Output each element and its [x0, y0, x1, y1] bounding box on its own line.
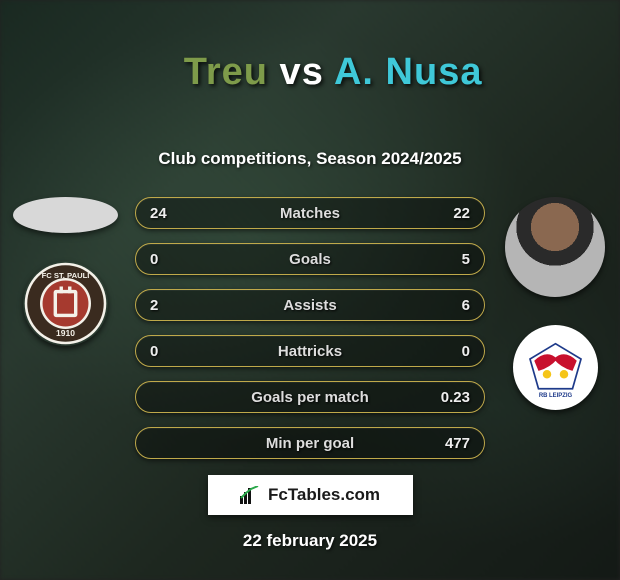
source-badge-text: FcTables.com — [268, 485, 380, 505]
stat-left-value: 0 — [150, 343, 184, 360]
stat-label: Min per goal — [184, 435, 436, 452]
svg-text:FC ST. PAULI: FC ST. PAULI — [41, 271, 89, 280]
svg-text:1910: 1910 — [56, 328, 75, 338]
stat-row: 2Assists6 — [135, 289, 485, 321]
left-side: FC ST. PAULI 1910 — [0, 197, 130, 346]
stat-row: 0Goals5 — [135, 243, 485, 275]
stat-right-value: 0.23 — [436, 389, 470, 406]
player-b-avatar — [505, 197, 605, 297]
stat-right-value: 477 — [436, 435, 470, 452]
stat-left-value: 24 — [150, 205, 184, 222]
player-b-name: A. Nusa — [334, 51, 482, 93]
svg-text:RB LEIPZIG: RB LEIPZIG — [538, 393, 572, 399]
comparison-body: FC ST. PAULI 1910 24Matches220Goals52Ass… — [0, 197, 620, 459]
stat-right-value: 22 — [436, 205, 470, 222]
stat-row: 24Matches22 — [135, 197, 485, 229]
stat-row: Min per goal477 — [135, 427, 485, 459]
source-badge: FcTables.com — [208, 475, 413, 515]
club-a-crest: FC ST. PAULI 1910 — [23, 261, 108, 346]
stat-right-value: 5 — [436, 251, 470, 268]
vs-separator: vs — [268, 51, 334, 93]
stat-label: Goals — [184, 251, 436, 268]
stat-label: Assists — [184, 297, 436, 314]
stat-left-value: 0 — [150, 251, 184, 268]
comparison-title: Treu vs A. Nusa — [138, 8, 483, 137]
stat-right-value: 0 — [436, 343, 470, 360]
stat-label: Hattricks — [184, 343, 436, 360]
fctables-icon — [240, 486, 262, 504]
right-side: RB LEIPZIG — [490, 197, 620, 410]
subtitle: Club competitions, Season 2024/2025 — [158, 149, 461, 169]
date-text: 22 february 2025 — [243, 531, 377, 551]
stats-list: 24Matches220Goals52Assists60Hattricks0Go… — [130, 197, 490, 459]
club-b-crest: RB LEIPZIG — [513, 325, 598, 410]
player-a-name: Treu — [184, 51, 268, 93]
stat-label: Matches — [184, 205, 436, 222]
stat-right-value: 6 — [436, 297, 470, 314]
stat-label: Goals per match — [184, 389, 436, 406]
player-a-avatar — [13, 197, 118, 233]
stat-row: 0Hattricks0 — [135, 335, 485, 367]
stat-row: Goals per match0.23 — [135, 381, 485, 413]
stat-left-value: 2 — [150, 297, 184, 314]
